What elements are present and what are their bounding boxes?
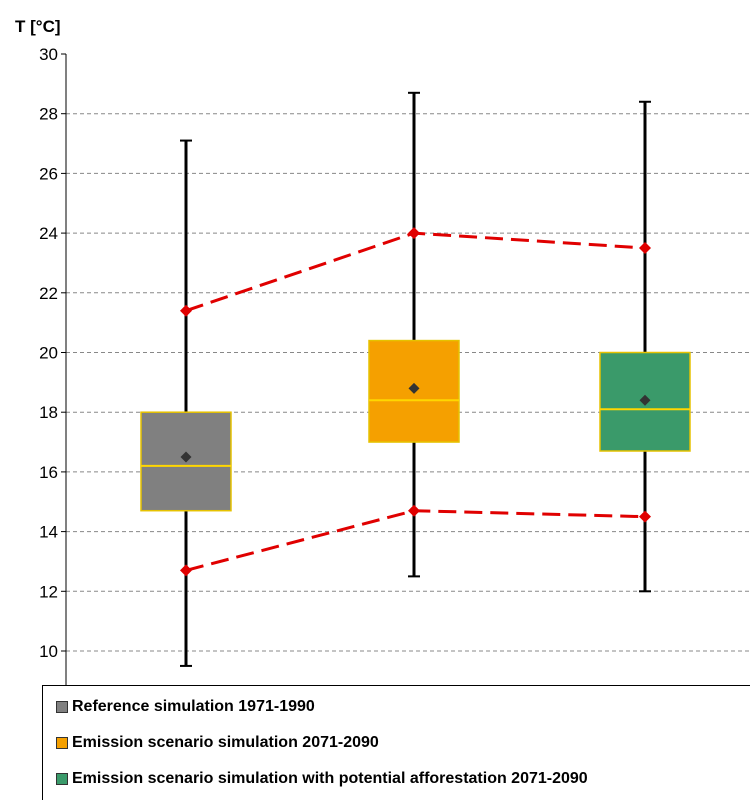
- lower-marker-point: [639, 510, 651, 523]
- y-tick-label: 10: [39, 642, 58, 661]
- boxes: [140, 91, 691, 667]
- y-tick-label: 26: [39, 164, 58, 183]
- legend-label: Reference simulation 1971-1990: [72, 698, 315, 715]
- box-group: [140, 139, 232, 667]
- mean-marker: [408, 382, 420, 394]
- box-group: [599, 100, 691, 593]
- upper-marker-point: [639, 242, 651, 255]
- y-tick-label: 28: [39, 105, 58, 124]
- y-axis: 10 12 14 16 18 20 22 24 26 28 30: [39, 45, 67, 685]
- y-tick-label: 30: [39, 45, 58, 64]
- mean-marker: [180, 451, 192, 463]
- upper-marker-point: [408, 227, 420, 240]
- y-tick-label: 24: [39, 224, 58, 243]
- legend-label: Emission scenario simulation 2071-2090: [72, 734, 379, 751]
- legend-label: Emission scenario simulation with potent…: [72, 770, 588, 787]
- upper-marker-point: [180, 304, 192, 317]
- y-tick-label: 20: [39, 344, 58, 363]
- y-tick-label: 12: [39, 582, 58, 601]
- y-tick-label: 16: [39, 463, 58, 482]
- y-tick-label: 22: [39, 284, 58, 303]
- legend-swatch: [56, 773, 68, 785]
- legend-item-reference: Reference simulation 1971-1990: [56, 696, 315, 718]
- legend-item-emission: Emission scenario simulation 2071-2090: [56, 732, 379, 754]
- mean-marker: [639, 394, 651, 406]
- marker-lines: [180, 227, 651, 577]
- box-group: [368, 91, 460, 578]
- y-tick-label: 18: [39, 403, 58, 422]
- y-tick-label: 14: [39, 523, 58, 542]
- legend: Reference simulation 1971-1990 Emission …: [42, 685, 750, 800]
- lower-marker-point: [180, 564, 192, 577]
- lower-marker-point: [408, 504, 420, 517]
- legend-swatch: [56, 737, 68, 749]
- y-axis-title: T [°C]: [15, 17, 61, 36]
- legend-swatch: [56, 701, 68, 713]
- legend-item-afforestation: Emission scenario simulation with potent…: [56, 768, 588, 790]
